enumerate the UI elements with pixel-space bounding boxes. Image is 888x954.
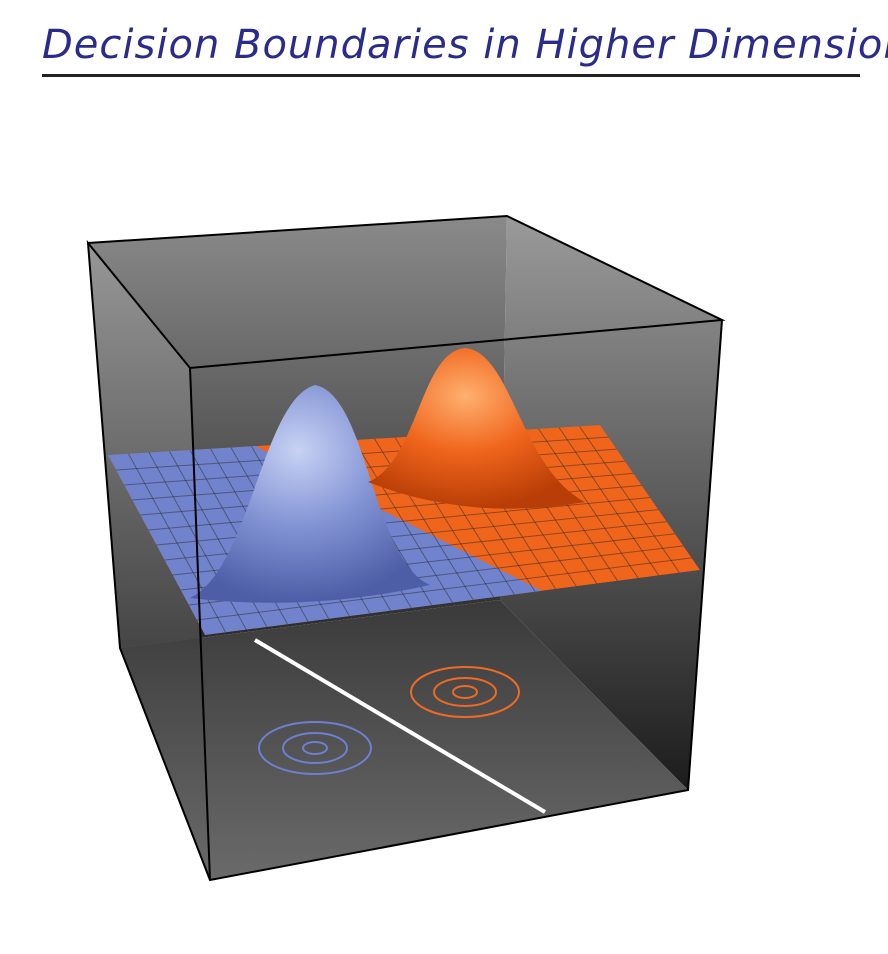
orange-bump [368, 348, 585, 509]
blue-bump [190, 385, 430, 603]
plane-grid-line [353, 439, 453, 603]
title-underline [42, 74, 860, 77]
plane-grid-line [579, 425, 680, 573]
plane-grid-line [558, 427, 660, 576]
title: Decision Boundaries in Higher Dimensions [42, 22, 888, 68]
floor-contours [258, 666, 520, 775]
plane-grid-line [196, 557, 692, 621]
plane-grid-line [538, 428, 639, 579]
decision-line [253, 638, 547, 814]
plane-grid-line [128, 453, 227, 633]
cube-edges [86, 214, 726, 882]
floor [120, 600, 688, 880]
